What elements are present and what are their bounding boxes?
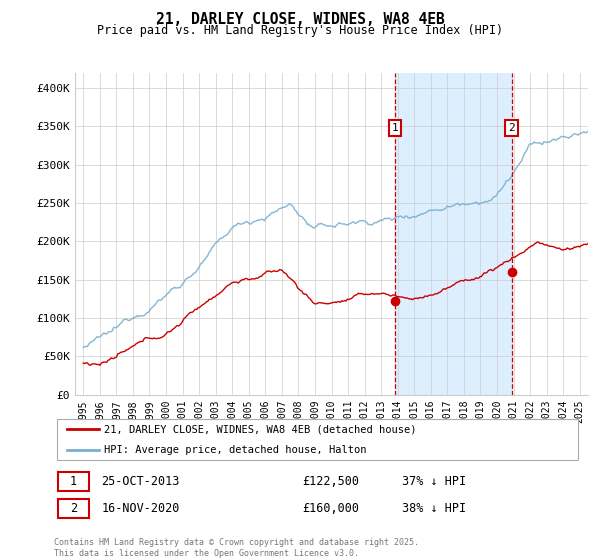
Text: 25-OCT-2013: 25-OCT-2013 <box>101 475 180 488</box>
Text: Contains HM Land Registry data © Crown copyright and database right 2025.
This d: Contains HM Land Registry data © Crown c… <box>54 538 419 558</box>
Text: £122,500: £122,500 <box>302 475 359 488</box>
Text: 21, DARLEY CLOSE, WIDNES, WA8 4EB (detached house): 21, DARLEY CLOSE, WIDNES, WA8 4EB (detac… <box>104 424 416 435</box>
Text: 2: 2 <box>508 123 515 133</box>
Text: 1: 1 <box>391 123 398 133</box>
Text: Price paid vs. HM Land Registry's House Price Index (HPI): Price paid vs. HM Land Registry's House … <box>97 24 503 36</box>
Text: 37% ↓ HPI: 37% ↓ HPI <box>403 475 467 488</box>
Text: 38% ↓ HPI: 38% ↓ HPI <box>403 502 467 515</box>
Text: 1: 1 <box>70 475 77 488</box>
Bar <box>395 73 512 395</box>
FancyBboxPatch shape <box>56 419 578 460</box>
Text: 21, DARLEY CLOSE, WIDNES, WA8 4EB: 21, DARLEY CLOSE, WIDNES, WA8 4EB <box>155 12 445 27</box>
Text: 16-NOV-2020: 16-NOV-2020 <box>101 502 180 515</box>
Text: HPI: Average price, detached house, Halton: HPI: Average price, detached house, Halt… <box>104 445 367 455</box>
Text: £160,000: £160,000 <box>302 502 359 515</box>
FancyBboxPatch shape <box>58 499 89 518</box>
FancyBboxPatch shape <box>58 472 89 491</box>
Text: 2: 2 <box>70 502 77 515</box>
